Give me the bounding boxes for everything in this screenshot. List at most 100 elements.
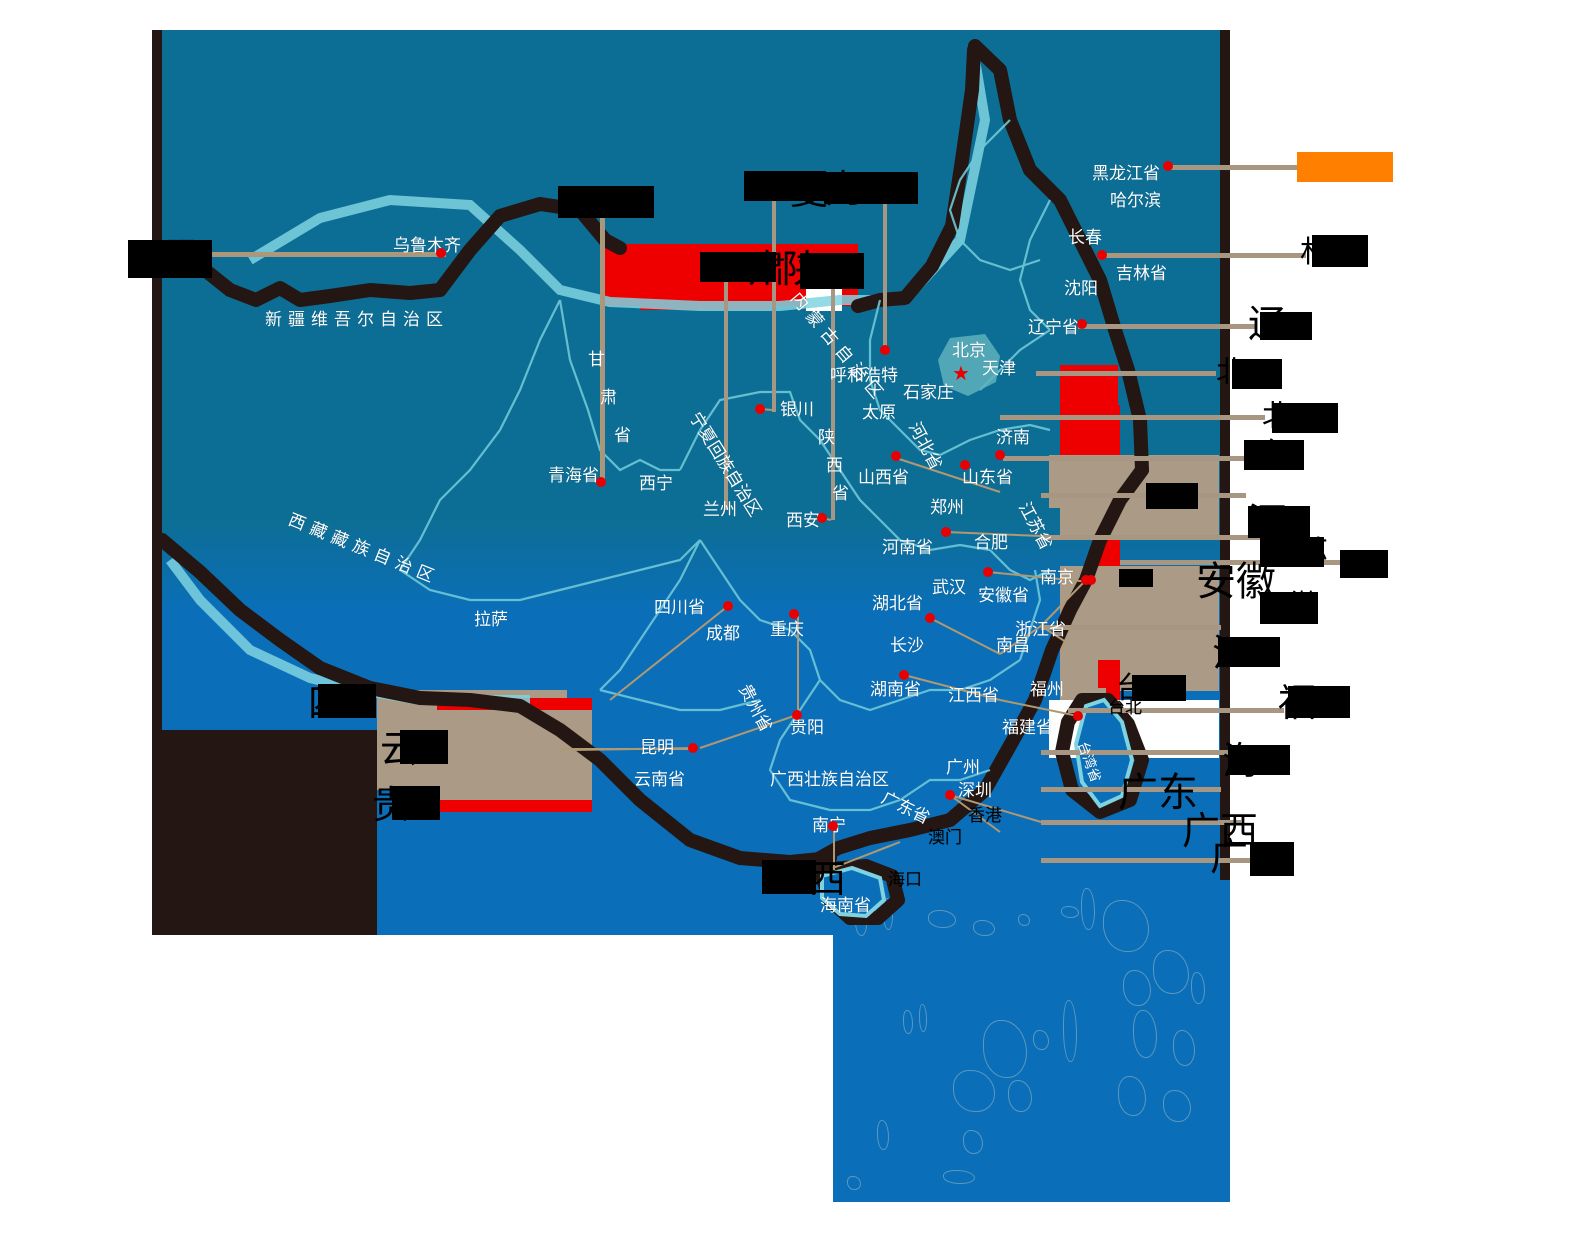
map-label-city: 昆明 [640, 738, 674, 758]
map-label-city: 呼和浩特 [830, 366, 898, 386]
sea-inset-islands [833, 880, 1230, 1202]
leader-heilongjiang [1167, 165, 1297, 170]
map-label-city: 福州 [1030, 680, 1064, 700]
callout-label-hunan[interactable]: 广东 [1118, 770, 1198, 816]
redaction-block [1260, 312, 1312, 340]
beijing-capital-star-icon: ★ [952, 361, 970, 385]
map-label-province: 云南省 [634, 770, 685, 790]
map-label-province: 吉林省 [1116, 264, 1167, 284]
city-marker-dot [983, 567, 993, 577]
city-marker-dot [1097, 250, 1107, 260]
redaction-block [1312, 235, 1368, 267]
redaction-block [558, 186, 654, 218]
city-marker-dot [1073, 711, 1083, 721]
south-china-sea-inset [833, 880, 1230, 1202]
leader-hebei [1000, 415, 1265, 420]
callout-label-guangxi-fragment[interactable]: 广 [1210, 835, 1249, 879]
map-label-city: 长春 [1068, 228, 1102, 248]
map-label-province: 海南省 [820, 896, 871, 916]
leader-jilin [1106, 253, 1306, 258]
map-label-province: 河南省 [882, 538, 933, 558]
overlay-tan-southwest-2 [437, 710, 592, 800]
leader-beijing [1036, 371, 1216, 376]
map-label-province: 省 [832, 484, 849, 504]
map-label-city: 北京 [952, 341, 986, 361]
city-marker-dot [596, 477, 606, 487]
map-label-province: 湖南省 [870, 680, 921, 700]
city-marker-dot [960, 460, 970, 470]
map-label-city: 广州 [946, 758, 980, 778]
redaction-block [1288, 686, 1350, 718]
map-label-city: 贵阳 [790, 718, 824, 738]
map-label-city: 银川 [780, 400, 814, 420]
city-marker-dot [1077, 319, 1087, 329]
redaction-block [1146, 483, 1198, 509]
map-label-city: 台北 [1108, 698, 1142, 718]
map-left-dark-block [152, 730, 377, 935]
redaction-block [1232, 359, 1282, 389]
map-label-province: 青海省 [548, 466, 599, 486]
map-label-province: 新疆维吾尔自治区 [265, 310, 449, 330]
city-marker-dot [941, 527, 951, 537]
map-label-province: 广西壮族自治区 [770, 770, 889, 790]
redaction-block [1260, 592, 1318, 624]
leader-liaoning [1078, 324, 1256, 329]
city-marker-dot [891, 451, 901, 461]
map-label-province: 西 [826, 456, 843, 476]
map-label-city: 长沙 [890, 636, 924, 656]
leader-chongqing-stem [797, 616, 799, 716]
map-label-province: 江西省 [948, 686, 999, 706]
map-label-province: 山东省 [962, 468, 1013, 488]
redaction-block [1250, 842, 1294, 876]
leader-shandong [1003, 456, 1248, 461]
leader-zhejiang-anhui [1041, 625, 1221, 630]
map-label-city: 南京 [1040, 568, 1074, 588]
redaction-block [800, 253, 864, 289]
leader-guangxi-right [1041, 858, 1256, 863]
city-marker-dot [789, 609, 799, 619]
legend-orange-swatch[interactable] [1297, 152, 1393, 182]
city-marker-dot [436, 248, 446, 258]
city-marker-dot [723, 601, 733, 611]
city-marker-dot [792, 710, 802, 720]
callout-label-guangdong[interactable]: 广西 [1182, 809, 1259, 853]
leader-gansu-stem [724, 278, 728, 510]
redaction-block [1248, 506, 1310, 538]
redaction-block [1272, 403, 1338, 433]
city-marker-dot [995, 450, 1005, 460]
city-marker-dot [828, 821, 838, 831]
map-label-city: 乌鲁木齐 [393, 236, 461, 256]
overlay-red-southwest-bot [437, 798, 592, 812]
map-label-city: 重庆 [770, 620, 804, 640]
map-label-city: 济南 [996, 428, 1030, 448]
map-label-city: 深圳 [958, 781, 992, 801]
overlay-red-east-2 [1098, 540, 1120, 566]
leader-qinghai-stem [601, 214, 605, 482]
map-label-city: 拉萨 [474, 610, 508, 630]
map-label-city: 石家庄 [903, 383, 954, 403]
map-label-province: 黑龙江省 [1092, 164, 1160, 184]
map-label-province: 福建省 [1002, 718, 1053, 738]
map-label-city: 合肥 [974, 533, 1008, 553]
city-marker-dot [688, 743, 698, 753]
map-label-province: 四川省 [654, 598, 705, 618]
map-label-city: 太原 [862, 403, 896, 423]
map-label-province: 省 [614, 426, 631, 446]
map-label-city: 澳门 [928, 828, 962, 848]
leader-hainan [1041, 750, 1276, 755]
redaction-block [700, 252, 776, 282]
leader-guangdong [1041, 820, 1241, 825]
city-marker-dot [1163, 161, 1173, 171]
redaction-block [1218, 637, 1280, 667]
leader-fujian [1068, 708, 1284, 713]
map-label-city: 南昌 [996, 636, 1030, 656]
redaction-block [392, 786, 440, 820]
map-label-city: 海口 [888, 870, 922, 890]
leader-jiangsu [1041, 535, 1261, 540]
redaction-block [1228, 745, 1290, 775]
city-marker-dot [925, 613, 935, 623]
map-label-province: 肃 [600, 388, 617, 408]
map-label-province: 浙江省 [1015, 620, 1066, 640]
leader-ningxia-stem [772, 200, 776, 412]
redaction-block [744, 171, 826, 201]
